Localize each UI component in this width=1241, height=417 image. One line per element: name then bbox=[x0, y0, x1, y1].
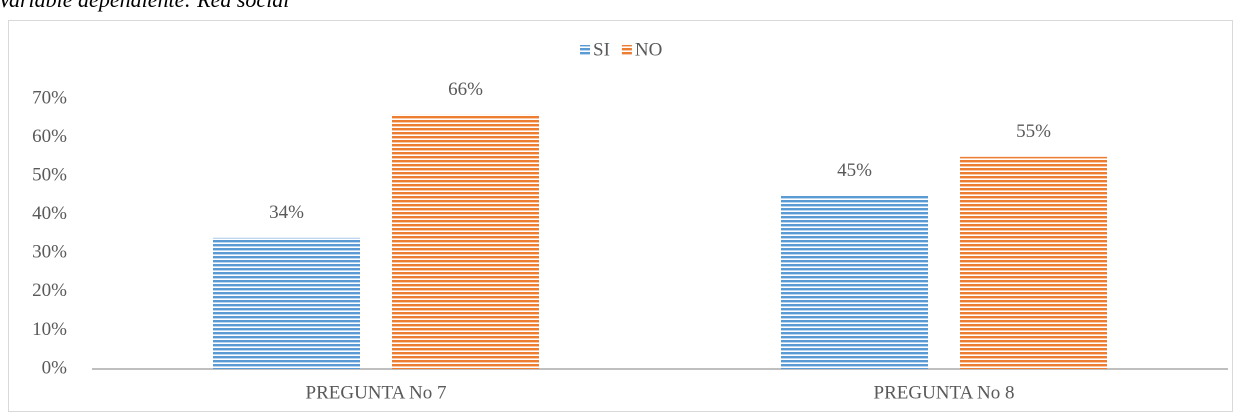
bar bbox=[213, 237, 360, 369]
chart-title: Variable dependiente: Red social bbox=[0, 0, 289, 12]
bar bbox=[960, 156, 1107, 369]
bar bbox=[781, 195, 928, 369]
legend-swatch bbox=[580, 45, 590, 55]
bar bbox=[392, 114, 539, 369]
chart-frame bbox=[8, 20, 1233, 412]
data-label: 55% bbox=[1016, 121, 1051, 142]
legend-label: SI bbox=[593, 39, 610, 60]
y-tick-label: 40% bbox=[32, 203, 67, 224]
legend-swatch bbox=[621, 45, 632, 55]
x-tick-label: PREGUNTA No 7 bbox=[306, 382, 447, 403]
y-tick-label: 60% bbox=[32, 126, 67, 147]
data-label: 45% bbox=[837, 160, 872, 181]
data-label: 66% bbox=[448, 79, 483, 100]
y-tick-label: 10% bbox=[32, 319, 67, 340]
y-tick-label: 70% bbox=[32, 87, 67, 108]
data-label: 34% bbox=[269, 202, 304, 223]
y-tick-label: 20% bbox=[32, 280, 67, 301]
y-tick-label: 30% bbox=[32, 242, 67, 263]
x-tick-label: PREGUNTA No 8 bbox=[874, 382, 1015, 403]
y-tick-label: 0% bbox=[42, 357, 68, 378]
y-tick-label: 50% bbox=[32, 165, 67, 186]
legend-label: NO bbox=[635, 39, 662, 60]
